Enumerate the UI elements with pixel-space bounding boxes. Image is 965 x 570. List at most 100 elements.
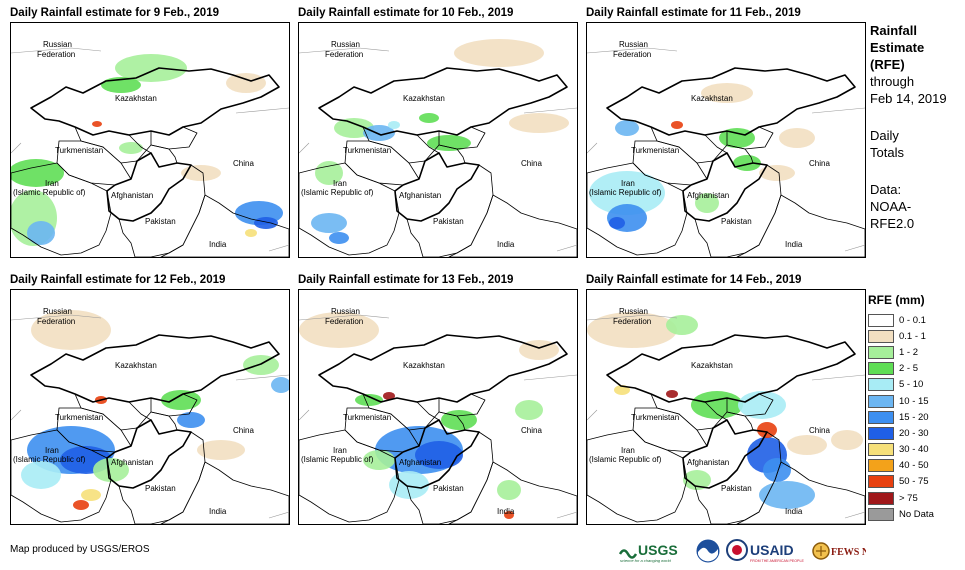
rainfall-area [11, 159, 64, 187]
minor-border [235, 374, 289, 381]
legend-label: 2 - 5 [899, 363, 919, 375]
data-label: Data: [870, 182, 902, 197]
minor-border [11, 47, 102, 54]
minor-border [587, 47, 678, 54]
rainfall-layer [589, 83, 815, 232]
country-label-india: India [209, 240, 227, 249]
country-label-pakistan: Pakistan [145, 217, 176, 226]
minor-border [299, 409, 310, 421]
rainfall-area [701, 83, 753, 103]
legend-swatch [868, 426, 894, 440]
rfe-legend: RFE (mm) 0 - 0.1 0.1 - 1 1 - 2 2 - 5 5 - 10 1… [868, 293, 965, 522]
minor-border [268, 244, 289, 252]
country-label-iran-1: Iran [333, 179, 347, 188]
rainfall-area [779, 128, 815, 148]
rainfall-area [787, 435, 827, 455]
country-label-pakistan: Pakistan [721, 217, 752, 226]
country-label-china: China [233, 426, 254, 435]
legend-label: 30 - 40 [899, 444, 929, 456]
country-label-iran-1: Iran [333, 446, 347, 455]
country-label-turkmenistan: Turkmenistan [55, 413, 103, 422]
minor-border [11, 409, 22, 421]
rainfall-area [27, 221, 55, 245]
minor-border [844, 244, 865, 252]
svg-text:USAID: USAID [750, 542, 794, 558]
rainfall-area [299, 312, 379, 348]
rainfall-area [363, 125, 395, 141]
legend-swatch [868, 362, 894, 376]
country-label-kazakhstan: Kazakhstan [115, 361, 157, 370]
rainfall-area [509, 113, 569, 133]
partner-logos: USGS science for a changing world USAID … [618, 537, 872, 565]
minor-border [556, 244, 577, 252]
rainfall-area [763, 458, 791, 482]
country-label-iran-1: Iran [621, 446, 635, 455]
panel-title: Daily Rainfall estimate for 9 Feb., 2019 [10, 7, 219, 19]
legend-swatch [868, 345, 894, 359]
country-borders [11, 314, 289, 524]
country-label-russia-1: Russian [331, 307, 360, 316]
country-label-russia-2: Federation [325, 317, 363, 326]
minor-border [587, 314, 678, 321]
country-label-afghanistan: Afghanistan [111, 191, 153, 200]
description-title-line: (RFE) [870, 57, 905, 72]
country-label-iran-2: (Islamic Republic of) [13, 188, 86, 197]
border-irn [299, 429, 400, 523]
rainfall-panel-feb-13: Daily Rainfall estimate for 13 Feb., 201… [298, 274, 578, 525]
panel-title: Daily Rainfall estimate for 12 Feb., 201… [10, 274, 226, 286]
rainfall-map: Russian Federation Kazakhstan Turkmenistan I… [586, 289, 866, 525]
border-irn [587, 162, 688, 256]
rainfall-panel-feb-14: Daily Rainfall estimate for 14 Feb., 201… [586, 274, 866, 525]
legend-swatch [868, 313, 894, 327]
country-label-russia-1: Russian [43, 40, 72, 49]
country-label-pakistan: Pakistan [433, 484, 464, 493]
country-label-russia-2: Federation [613, 50, 651, 59]
country-label-india: India [785, 507, 803, 516]
rainfall-area [363, 450, 395, 470]
legend-swatch [868, 475, 894, 489]
border-ind [736, 461, 865, 524]
rainfall-area [92, 121, 102, 127]
rainfall-area [589, 171, 665, 215]
country-label-afghanistan: Afghanistan [111, 458, 153, 467]
border-afg [394, 152, 480, 222]
rainfall-panel-feb-09: Daily Rainfall estimate for 9 Feb., 2019… [10, 7, 290, 258]
rainfall-area [119, 142, 143, 154]
rainfall-area [691, 391, 743, 419]
panel-title: Daily Rainfall estimate for 13 Feb., 201… [298, 274, 514, 286]
country-label-russia-1: Russian [331, 40, 360, 49]
map-description: Rainfall Estimate (RFE) through Feb 14, … [870, 22, 965, 232]
country-label-turkmenistan: Turkmenistan [343, 413, 391, 422]
panel-title: Daily Rainfall estimate for 11 Feb., 201… [586, 7, 801, 19]
country-label-russia-2: Federation [37, 50, 75, 59]
country-label-turkmenistan: Turkmenistan [55, 146, 103, 155]
rainfall-layer [311, 39, 569, 244]
rainfall-area [757, 422, 777, 438]
legend-label: 20 - 30 [899, 427, 929, 439]
rainfall-area [73, 500, 89, 510]
through-date: Feb 14, 2019 [870, 91, 947, 106]
minor-border [268, 511, 289, 519]
legend-label: 50 - 75 [899, 476, 929, 488]
country-label-kazakhstan: Kazakhstan [403, 94, 445, 103]
border-tjk [712, 411, 754, 435]
border-ind [448, 461, 577, 524]
country-borders [299, 314, 577, 524]
legend-label: 5 - 10 [899, 379, 924, 391]
through-label: through [870, 74, 915, 89]
country-label-afghanistan: Afghanistan [399, 191, 441, 200]
country-label-kazakhstan: Kazakhstan [691, 361, 733, 370]
legend-swatch [868, 491, 894, 505]
fews-net-logo: FEWS NET [812, 539, 866, 563]
border-irn [11, 429, 112, 523]
rainfall-area [415, 441, 463, 469]
minor-border [11, 314, 102, 321]
border-ind [736, 194, 865, 257]
country-label-afghanistan: Afghanistan [687, 458, 729, 467]
rainfall-map: Russian Federation Kazakhstan Turkmenistan I… [298, 22, 578, 258]
country-label-kazakhstan: Kazakhstan [115, 94, 157, 103]
rainfall-area [93, 458, 129, 482]
